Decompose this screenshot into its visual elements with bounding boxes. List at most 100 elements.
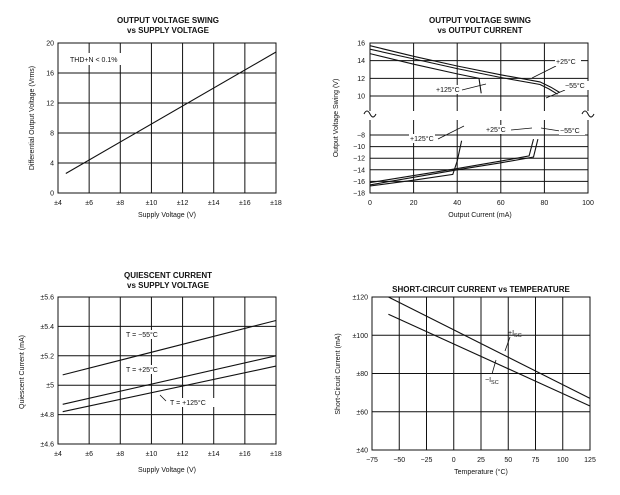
chart2-ytick-label: −8 (357, 133, 365, 140)
chart3-xtick-label: ±18 (270, 451, 282, 458)
chart1-xtick-label: ±12 (177, 200, 189, 207)
chart2-series-line (369, 45, 560, 93)
chart1-xtick-label: ±8 (116, 200, 124, 207)
chart4-ytick-label: ±80 (356, 371, 368, 378)
chart2-xtick-label: 40 (453, 200, 461, 207)
chart3-ytick-label: ±4.6 (40, 442, 54, 449)
chart2-series-label: +125°C (436, 86, 460, 94)
chart1-xtick-label: ±18 (270, 200, 282, 207)
chart2-ytick-label: −14 (353, 167, 365, 174)
chart1-xtick-label: ±4 (54, 200, 62, 207)
chart4-xtick-label: 75 (532, 457, 540, 464)
chart3-ytick-label: ±5 (46, 383, 54, 390)
chart3-ytick-label: ±5.6 (40, 295, 54, 302)
chart4-series-label: −ISC (485, 377, 499, 386)
chart4-plot-frame (371, 296, 591, 451)
chart2-xtick-label: 80 (541, 200, 549, 207)
chart3-ytick-label: ±5.4 (40, 324, 54, 331)
chart4-ytick-label: ±120 (352, 295, 368, 302)
chart4-ylabel: Short-Circuit Current (mA) (335, 333, 342, 414)
chart2-ytick-label: 12 (357, 76, 365, 83)
chart-short-circuit-vs-temperature: SHORT-CIRCUIT CURRENT vs TEMPERATURE −75… (335, 285, 596, 476)
chart-output-swing-vs-current: OUTPUT VOLTAGE SWING vs OUTPUT CURRENT 0… (333, 16, 595, 219)
chart4-xtick-label: 100 (557, 457, 569, 464)
chart3-xtick-label: ±12 (177, 451, 189, 458)
chart-quiescent-current-vs-supply: QUIESCENT CURRENT vs SUPPLY VOLTAGE ±4 ±6… (19, 271, 282, 474)
chart2-xtick-label: 60 (497, 200, 505, 207)
chart3-xtick-label: ±4 (54, 451, 62, 458)
chart3-subtitle: vs SUPPLY VOLTAGE (127, 281, 210, 290)
chart1-ytick-label: 4 (50, 161, 54, 168)
chart2-series-line (369, 138, 535, 184)
chart2-series-line (369, 138, 539, 186)
chart4-ytick-label: ±60 (356, 409, 368, 416)
chart3-ytick-label: ±5.2 (40, 353, 54, 360)
chart4-label-leader (491, 359, 497, 375)
chart1-annotation-box (66, 53, 128, 65)
chart2-plot-frame (369, 42, 589, 194)
chart1-ytick-label: 16 (46, 71, 54, 78)
chart3-series-label: T = +125°C (170, 399, 206, 407)
chart2-ytick-label: 14 (357, 58, 365, 65)
chart2-xtick-label: 0 (368, 200, 372, 207)
chart3-title: QUIESCENT CURRENT (124, 271, 212, 280)
chart2-title: OUTPUT VOLTAGE SWING (429, 16, 531, 25)
chart4-ytick-label: ±100 (352, 333, 368, 340)
chart1-annotation: THD+N < 0.1% (70, 57, 117, 64)
chart2-label-leader (540, 127, 561, 132)
chart4-xtick-label: −50 (393, 457, 405, 464)
chart1-ytick-label: 0 (50, 191, 54, 198)
chart2-xtick-label: 20 (410, 200, 418, 207)
chart2-ytick-label: −12 (353, 156, 365, 163)
chart4-xtick-label: 25 (477, 457, 485, 464)
chart2-label-leader (437, 125, 465, 140)
chart3-label-bg (124, 330, 174, 339)
chart3-xtick-label: ±8 (116, 451, 124, 458)
chart4-series-line (388, 296, 591, 399)
chart3-plot-frame (57, 296, 277, 445)
chart3-label-leader (159, 394, 167, 402)
chart2-series-label: +25°C (556, 58, 576, 66)
chart1-plot-frame (57, 42, 277, 194)
chart2-ytick-label: −10 (353, 144, 365, 151)
chart2-series-line (369, 53, 482, 94)
chart4-series-label: +ISC (508, 330, 522, 339)
chart3-series-line (62, 355, 277, 405)
chart1-ytick-label: 12 (46, 101, 54, 108)
chart4-series-line (388, 313, 591, 407)
chart2-axis-break-right (581, 110, 595, 118)
chart3-series-line (62, 365, 277, 413)
chart2-label-bg (409, 134, 435, 143)
chart1-title: OUTPUT VOLTAGE SWING (117, 16, 219, 25)
chart2-label-leader (531, 65, 557, 79)
chart2-series-label: −55°C (565, 82, 585, 90)
chart3-xtick-label: ±6 (85, 451, 93, 458)
chart4-xtick-label: 50 (504, 457, 512, 464)
chart2-label-bg (564, 81, 590, 90)
chart2-series-label: +25°C (486, 126, 506, 134)
chart4-xtick-label: 0 (452, 457, 456, 464)
chart1-xtick-label: ±10 (146, 200, 158, 207)
chart4-xtick-label: −25 (421, 457, 433, 464)
chart2-label-leader (545, 89, 566, 99)
chart3-xtick-label: ±10 (146, 451, 158, 458)
chart2-xlabel: Output Current (mA) (448, 212, 511, 219)
chart-output-swing-vs-supply: OUTPUT VOLTAGE SWING vs SUPPLY VOLTAGE ±… (29, 16, 282, 219)
chart2-label-bg (555, 57, 581, 66)
chart4-title: SHORT-CIRCUIT CURRENT vs TEMPERATURE (392, 285, 570, 294)
chart1-ytick-label: 8 (50, 131, 54, 138)
chart1-xtick-label: ±6 (85, 200, 93, 207)
chart1-xtick-label: ±14 (208, 200, 220, 207)
chart3-xtick-label: ±16 (239, 451, 251, 458)
chart2-xtick-label: 100 (582, 200, 594, 207)
chart1-ylabel: Differential Output Voltage (Vrms) (29, 66, 36, 170)
chart3-series-label: T = −55°C (126, 331, 158, 339)
chart2-ytick-label: 16 (357, 41, 365, 48)
chart3-label-bg (124, 365, 174, 374)
chart2-label-leader (461, 83, 487, 91)
chart3-series-line (62, 319, 277, 376)
chart1-series-line (65, 51, 277, 174)
chart3-ylabel: Quiescent Current (mA) (19, 335, 26, 409)
chart1-subtitle: vs SUPPLY VOLTAGE (127, 26, 210, 35)
